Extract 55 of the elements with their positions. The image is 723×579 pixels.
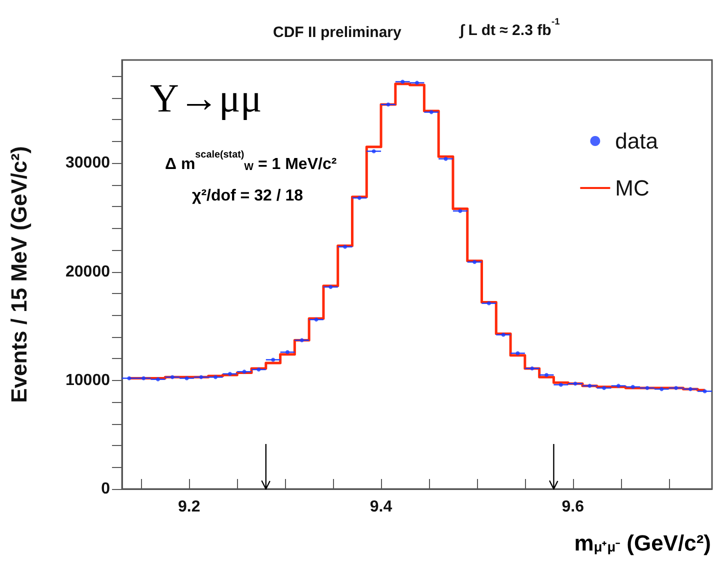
point <box>602 386 606 390</box>
point <box>588 384 592 388</box>
point <box>472 260 477 264</box>
point <box>314 318 318 322</box>
point <box>142 376 146 380</box>
point <box>300 338 304 342</box>
point <box>674 386 678 390</box>
point <box>357 196 362 200</box>
x-axis-title: mμ⁺μ⁻ (GeV/c²) <box>574 530 712 556</box>
point <box>386 102 390 107</box>
point <box>544 372 549 377</box>
point <box>688 387 692 392</box>
point <box>660 387 664 392</box>
y-tick-label: 20000 <box>66 263 110 280</box>
x-tick-label: 9.4 <box>370 498 392 516</box>
point <box>558 382 563 387</box>
annotation: Υ→μμ <box>150 76 262 120</box>
legend-label: data <box>615 128 659 154</box>
point <box>415 80 419 85</box>
point <box>343 244 348 249</box>
point <box>242 370 246 374</box>
point <box>214 375 218 380</box>
point <box>645 386 650 390</box>
point <box>199 375 204 380</box>
point <box>630 384 635 389</box>
annotation: χ²/dof = 32 / 18 <box>192 188 304 204</box>
point <box>429 110 434 114</box>
y-axis-title: Events / 15 MeV (GeV/c²) <box>6 146 32 403</box>
point <box>184 376 189 380</box>
legend-label: MC <box>615 176 650 200</box>
point <box>170 375 174 380</box>
point <box>516 351 520 356</box>
point <box>400 80 405 84</box>
point <box>458 208 462 213</box>
x-tick-label: 9.2 <box>178 498 200 516</box>
x-tick-label: 9.6 <box>562 498 584 516</box>
point <box>444 156 448 161</box>
point <box>127 376 132 380</box>
point <box>256 368 261 372</box>
point <box>328 284 333 289</box>
point <box>616 384 620 388</box>
y-tick-label: 30000 <box>66 154 110 172</box>
point <box>501 332 506 337</box>
point <box>156 377 160 382</box>
chart-title: CDF II preliminary <box>273 24 402 41</box>
point <box>573 382 578 386</box>
y-tick-label: 0 <box>101 480 110 498</box>
point <box>486 301 491 306</box>
point <box>372 149 376 154</box>
y-tick-label: 10000 <box>66 372 110 389</box>
point <box>228 372 232 376</box>
point <box>702 389 707 394</box>
point <box>530 366 534 370</box>
point <box>285 350 290 354</box>
point <box>271 358 276 362</box>
